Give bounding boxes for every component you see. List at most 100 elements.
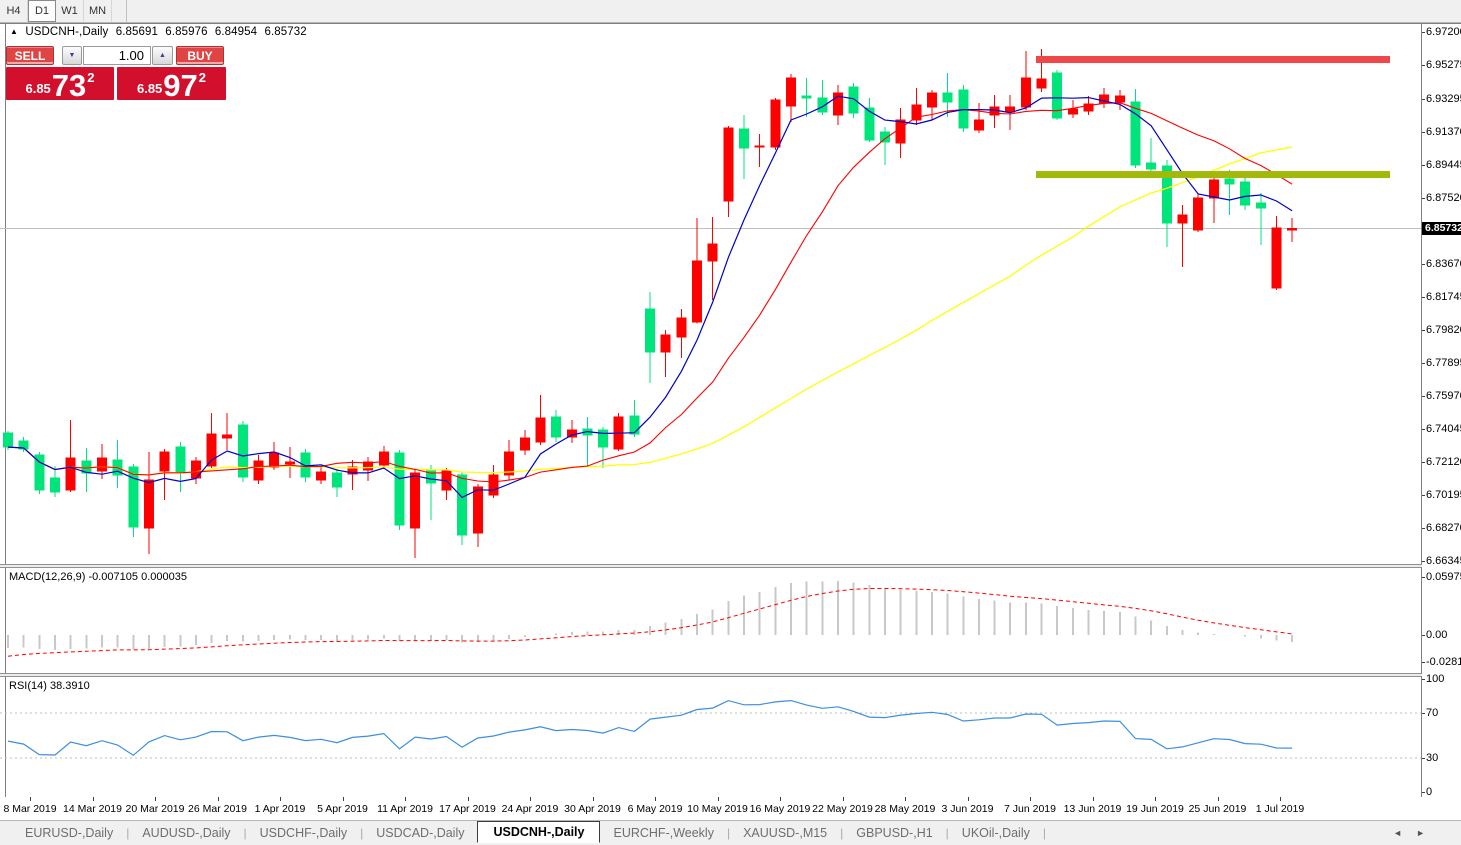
macd-axis-tick xyxy=(1422,577,1425,579)
rsi-axis-tick xyxy=(1422,712,1425,714)
price-axis-label: 6.93295 xyxy=(1426,92,1461,105)
price-axis-label: 6.87520 xyxy=(1426,191,1461,204)
date-axis-label: 5 Apr 2019 xyxy=(317,803,368,815)
pane-separator[interactable] xyxy=(0,673,1461,677)
price-axis-label: 6.81745 xyxy=(1426,290,1461,303)
date-axis-label: 13 Jun 2019 xyxy=(1063,803,1122,815)
macd-pane[interactable] xyxy=(0,568,1421,673)
buy-price-pips: 97 xyxy=(163,68,198,103)
buy-button[interactable]: BUY xyxy=(176,46,224,65)
date-axis-label: 11 Apr 2019 xyxy=(377,803,433,815)
chart-tab-usdchf[interactable]: USDCHF-,Daily xyxy=(259,826,348,840)
date-axis-tick xyxy=(1217,797,1219,801)
tab-separator: | xyxy=(726,826,731,840)
date-axis-tick xyxy=(155,797,156,801)
date-axis-tick xyxy=(592,797,594,801)
date-axis-tick xyxy=(1280,797,1281,801)
price-axis-tick xyxy=(1422,560,1425,562)
toolbar-separator xyxy=(126,0,127,22)
timeframe-toolbar: H4 D1 W1 MN xyxy=(0,0,1461,23)
price-axis-tick xyxy=(1422,263,1425,265)
sell-price-point: 2 xyxy=(87,70,95,85)
date-axis-tick xyxy=(530,797,531,801)
rsi-axis-label: 0 xyxy=(1426,786,1433,798)
macd-axis-label: 0.00 xyxy=(1426,629,1448,641)
tab-separator: | xyxy=(840,826,844,840)
price-axis-label: 6.97200 xyxy=(1426,26,1461,38)
price-axis-tick xyxy=(1422,494,1425,496)
rsi-axis-tick xyxy=(1422,792,1425,793)
chart-tab-audusd[interactable]: AUDUSD-,Daily xyxy=(142,826,231,840)
tab-separator: | xyxy=(945,826,949,840)
volume-increase-button[interactable]: ▲ xyxy=(152,46,173,65)
date-axis-label: 6 May 2019 xyxy=(627,803,683,815)
price-axis-label: 6.89445 xyxy=(1426,158,1461,171)
sell-button[interactable]: SELL xyxy=(6,46,54,65)
date-axis-tick xyxy=(405,797,406,801)
price-axis-label: 6.77895 xyxy=(1426,356,1461,369)
buy-price-box[interactable]: 6.85 97 2 xyxy=(117,67,226,103)
chart-tab-usdcnh[interactable]: USDCNH-,Daily xyxy=(477,821,601,843)
rsi-pane[interactable] xyxy=(0,677,1421,797)
tab-separator: | xyxy=(243,826,247,840)
price-axis-tick xyxy=(1422,461,1425,463)
date-axis-label: 28 May 2019 xyxy=(874,803,936,815)
price-axis-label: 6.70195 xyxy=(1426,488,1461,501)
timeframe-button-mn[interactable]: MN xyxy=(84,0,112,22)
close-value: 6.85732 xyxy=(264,26,307,38)
collapse-arrow-icon[interactable]: ▲ xyxy=(10,27,19,36)
price-axis-label: 6.79820 xyxy=(1426,323,1461,336)
date-axis-tick xyxy=(92,797,94,801)
tab-separator: | xyxy=(1042,826,1046,840)
high-value: 6.85976 xyxy=(165,26,208,38)
chart-tab-gbpusd[interactable]: GBPUSD-,H1 xyxy=(856,826,933,840)
date-axis-tick xyxy=(217,797,219,801)
chart-tab-ukoil[interactable]: UKOil-,Daily xyxy=(961,826,1030,840)
rsi-axis-tick xyxy=(1422,679,1425,680)
price-axis-tick xyxy=(1422,164,1425,166)
date-axis-label: 20 Mar 2019 xyxy=(125,803,185,815)
price-axis-border xyxy=(1421,24,1422,797)
price-axis[interactable]: 6.97200 6.95275 6.93295 6.91370 6.89445 6.875… xyxy=(1422,24,1461,798)
timeframe-button-w1[interactable]: W1 xyxy=(56,0,84,22)
date-axis-tick xyxy=(30,797,31,801)
rsi-axis-label: 100 xyxy=(1426,673,1445,685)
macd-axis-tick xyxy=(1422,662,1425,664)
low-value: 6.84954 xyxy=(214,26,258,38)
date-axis-label: 1 Apr 2019 xyxy=(254,803,306,815)
rsi-axis-tick xyxy=(1422,758,1425,760)
timeframe-button-d1[interactable]: D1 xyxy=(28,0,56,22)
price-axis-tick xyxy=(1422,131,1425,133)
date-axis[interactable]: 8 Mar 2019 14 Mar 2019 20 Mar 2019 26 Mar 2… xyxy=(0,797,1461,820)
rsi-axis-label: 30 xyxy=(1426,752,1439,765)
price-axis-tick xyxy=(1422,329,1425,331)
chart-tab-eurchf[interactable]: EURCHF-,Weekly xyxy=(613,826,714,840)
price-axis-tick xyxy=(1422,527,1425,529)
price-axis-label: 6.68270 xyxy=(1426,521,1461,534)
chart-tab-eurusd[interactable]: EURUSD-,Daily xyxy=(25,826,114,840)
rsi-axis-label: 70 xyxy=(1426,706,1439,719)
timeframe-button-h4[interactable]: H4 xyxy=(0,0,28,22)
macd-label: MACD(12,26,9) -0.007105 0.000035 xyxy=(9,571,187,583)
price-axis-label: 6.91370 xyxy=(1426,125,1461,138)
tab-scroll-arrows[interactable]: ◄► xyxy=(1393,828,1439,838)
price-axis-tick xyxy=(1422,98,1425,100)
sell-price-box[interactable]: 6.85 73 2 xyxy=(6,67,114,103)
chart-tab-usdcad[interactable]: USDCAD-,Daily xyxy=(376,826,465,840)
buy-price-prefix: 6.85 xyxy=(136,81,163,96)
chart-tab-xauusd[interactable]: XAUUSD-,M15 xyxy=(743,826,828,840)
volume-decrease-button[interactable]: ▼ xyxy=(62,46,82,65)
main-chart-pane[interactable] xyxy=(0,24,1421,564)
sell-price-pips: 73 xyxy=(51,68,87,103)
price-axis-tick xyxy=(1422,65,1425,66)
symbol-ohlc-header: ▲ USDCNH-,Daily 6.85691 6.85976 6.84954 … xyxy=(10,26,311,38)
date-axis-tick xyxy=(342,797,344,801)
volume-input[interactable] xyxy=(83,46,151,65)
price-axis-label: 6.72120 xyxy=(1426,455,1461,468)
price-axis-tick xyxy=(1422,32,1425,33)
pane-separator[interactable] xyxy=(0,564,1461,568)
date-axis-tick xyxy=(655,797,656,801)
price-axis-tick xyxy=(1422,296,1425,298)
chart-top-border xyxy=(0,23,1461,24)
